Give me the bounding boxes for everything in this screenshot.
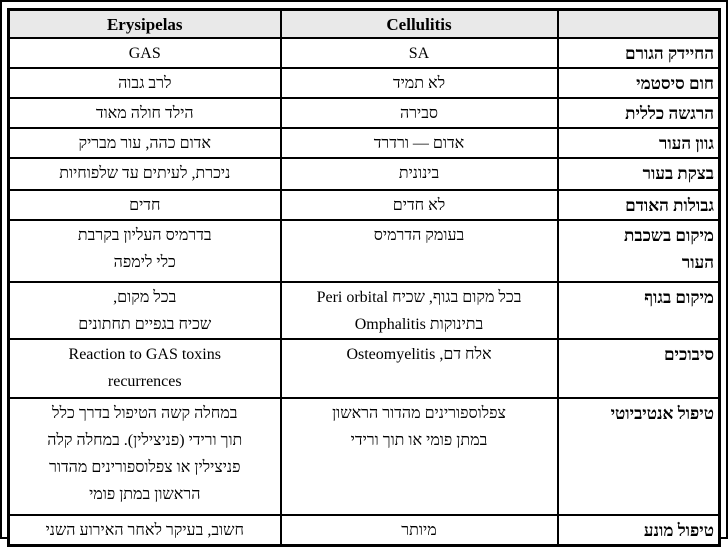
- cell-cellulitis: בעומק הדרמיס: [279, 219, 559, 283]
- table-row: בכל מקום, שכיח בגפיים תחתונים בכל מקום ב…: [7, 281, 721, 340]
- cell-cellulitis: בינונית: [279, 157, 559, 191]
- table-row: חשוב, בעיקר לאחר האירוע השני מיותר טיפול…: [7, 514, 721, 547]
- cell-cellulitis: מיותר: [279, 514, 559, 547]
- row-label: גבולות האודם: [556, 189, 721, 221]
- row-label: הרגשה כללית: [556, 97, 721, 129]
- row-label: טיפול אנטיביוטי: [556, 397, 721, 516]
- table-row: הילד חולה מאוד סבירה הרגשה כללית: [7, 97, 721, 129]
- row-label: בצקת בעור: [556, 157, 721, 191]
- cell-erysipelas: בדרמיס העליון בקרבת כלי לימפה: [7, 219, 282, 283]
- comparison-table-container: Erysipelas Cellulitis GAS SA החיידק הגור…: [7, 8, 721, 547]
- row-label: מיקום בשכבת העור: [556, 219, 721, 283]
- column-header-cellulitis: Cellulitis: [279, 8, 559, 39]
- column-header-erysipelas: Erysipelas: [7, 8, 282, 39]
- row-label: חום סיסטמי: [556, 67, 721, 99]
- row-label: טיפול מונע: [556, 514, 721, 547]
- row-label: גוון העור: [556, 127, 721, 159]
- cell-erysipelas: Reaction to GAS toxins recurrences: [7, 338, 282, 399]
- cell-erysipelas: GAS: [7, 37, 282, 69]
- cell-erysipelas: חשוב, בעיקר לאחר האירוע השני: [7, 514, 282, 547]
- cell-erysipelas: ניכרת, לעיתים עד שלפוחיות: [7, 157, 282, 191]
- table-row: GAS SA החיידק הגורם: [7, 37, 721, 69]
- cell-cellulitis: צפלוספורינים מהדור הראשון במתן פומי או ת…: [279, 397, 559, 516]
- cell-erysipelas: חדים: [7, 189, 282, 221]
- cell-cellulitis: לא חדים: [279, 189, 559, 221]
- table-row: Reaction to GAS toxins recurrences אלח ד…: [7, 338, 721, 399]
- header-row: Erysipelas Cellulitis: [7, 8, 721, 39]
- cell-erysipelas: בכל מקום, שכיח בגפיים תחתונים: [7, 281, 282, 340]
- cell-cellulitis: אלח דם, Osteomyelitis: [279, 338, 559, 399]
- table-row: ניכרת, לעיתים עד שלפוחיות בינונית בצקת ב…: [7, 157, 721, 191]
- cell-cellulitis: אדום — ורדרד: [279, 127, 559, 159]
- cell-cellulitis: בכל מקום בגוף, שכיח Peri orbital בתינוקו…: [279, 281, 559, 340]
- cell-erysipelas: לרב גבוה: [7, 67, 282, 99]
- cell-cellulitis: SA: [279, 37, 559, 69]
- table-row: בדרמיס העליון בקרבת כלי לימפה בעומק הדרמ…: [7, 219, 721, 283]
- cell-erysipelas: במחלה קשה הטיפול בדרך כלל תוך ורידי (פני…: [7, 397, 282, 516]
- row-label: החיידק הגורם: [556, 37, 721, 69]
- cell-erysipelas: הילד חולה מאוד: [7, 97, 282, 129]
- erysipelas-cellulitis-comparison-table: Erysipelas Cellulitis GAS SA החיידק הגור…: [7, 8, 721, 547]
- table-row: לרב גבוה לא תמיד חום סיסטמי: [7, 67, 721, 99]
- cell-erysipelas: אדום כהה, עור מבריק: [7, 127, 282, 159]
- column-header-row-label: [556, 8, 721, 39]
- cell-cellulitis: סבירה: [279, 97, 559, 129]
- table-row: אדום כהה, עור מבריק אדום — ורדרד גוון הע…: [7, 127, 721, 159]
- row-label: סיבוכים: [556, 338, 721, 399]
- row-label: מיקום בגוף: [556, 281, 721, 340]
- table-row: חדים לא חדים גבולות האודם: [7, 189, 721, 221]
- cell-cellulitis: לא תמיד: [279, 67, 559, 99]
- table-row: במחלה קשה הטיפול בדרך כלל תוך ורידי (פני…: [7, 397, 721, 516]
